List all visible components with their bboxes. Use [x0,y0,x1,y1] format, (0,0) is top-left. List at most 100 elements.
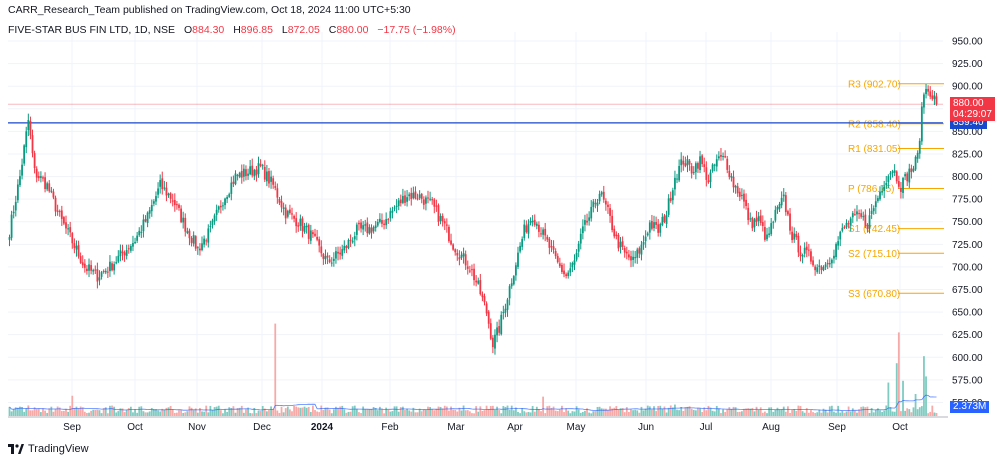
candle-body [856,211,858,215]
volume-bar [755,406,758,416]
volume-bar [525,412,528,416]
volume-bar [774,410,777,416]
volume-bar [502,406,505,416]
candle-body [330,262,333,264]
candle-body [73,243,76,248]
candle-body [772,221,775,223]
candle-body [625,251,628,254]
volume-bar [485,405,488,416]
volume-bar [427,406,429,416]
volume-bar [263,408,266,416]
volume-bar [326,407,329,416]
volume-bar [575,406,578,416]
candle-body [713,164,716,166]
candle-body [397,200,400,207]
volume-bar [341,405,344,416]
volume-bar [678,410,681,416]
volume-bar [433,410,436,416]
candle-body [910,168,913,173]
volume-bar [592,411,595,416]
volume-bar [776,407,779,416]
volume-bar [81,407,84,416]
volume-bar [889,406,892,416]
candle-body [531,220,534,223]
candle-body [732,176,735,188]
candle-body [502,311,505,314]
volume-bar [192,410,195,416]
candle-body [127,248,130,250]
candle-body [523,224,526,239]
volume-bar [540,411,542,416]
volume-bar [201,411,203,416]
candle-body [184,217,187,232]
volume-bar [471,413,473,416]
volume-bar [295,406,298,416]
candle-body [328,259,331,263]
candle-body [889,172,892,175]
candle-body [611,215,614,230]
candle-body [433,199,436,207]
candle-body [167,193,170,196]
volume-bar [841,410,844,416]
volume-bar [682,410,685,416]
tradingview-logo[interactable]: TradingView [8,443,89,455]
low-value: 872.05 [287,24,320,36]
volume-bar [224,409,226,416]
candle-body [299,218,302,226]
candle-body [638,248,641,254]
candle-body [180,208,182,223]
volume-bar [711,410,714,416]
volume-bar [533,411,536,416]
volume-bar [651,409,653,416]
volume-bar [584,410,586,416]
candle-body [217,206,220,210]
candle-body [743,193,745,202]
candle-body [621,241,624,247]
candle-body [571,262,574,268]
volume-bar [79,406,82,416]
volume-bar [644,408,647,416]
candle-body [822,267,825,271]
volume-bar [242,412,245,416]
candle-body [780,197,783,206]
candle-body [410,192,413,199]
candle-body [874,201,877,208]
candle-body [868,215,871,229]
candle-body [345,246,348,248]
volume-bar [604,408,607,416]
candle-body [274,186,277,188]
candle-body [16,184,19,201]
candle-body [674,177,676,190]
volume-bar [56,406,59,416]
volume-bar [238,407,241,416]
volume-bar [864,407,867,416]
candle-body [833,255,835,259]
volume-bar [213,407,216,416]
volume-bar [657,405,660,416]
volume-bar [257,410,260,416]
candle-body [879,191,881,200]
volume-bar [874,409,877,416]
volume-bar [16,407,19,416]
volume-bar [496,406,498,416]
candle-body [391,210,394,213]
candle-body [533,219,536,225]
volume-bar [404,410,406,416]
candle-body [900,187,902,192]
candle-body [240,170,243,178]
volume-bar [761,412,764,416]
volume-bar [299,407,302,416]
candle-body [456,252,459,256]
volume-bar [8,406,11,416]
candle-body [784,195,787,213]
volume-bar [255,413,258,416]
candle-body [257,163,260,175]
candle-body [667,198,670,215]
candle-body [312,232,314,235]
volume-bar [439,406,442,416]
candle-body [443,221,446,224]
candle-body [395,205,398,207]
candle-body [50,190,53,192]
candle-body [801,255,804,257]
